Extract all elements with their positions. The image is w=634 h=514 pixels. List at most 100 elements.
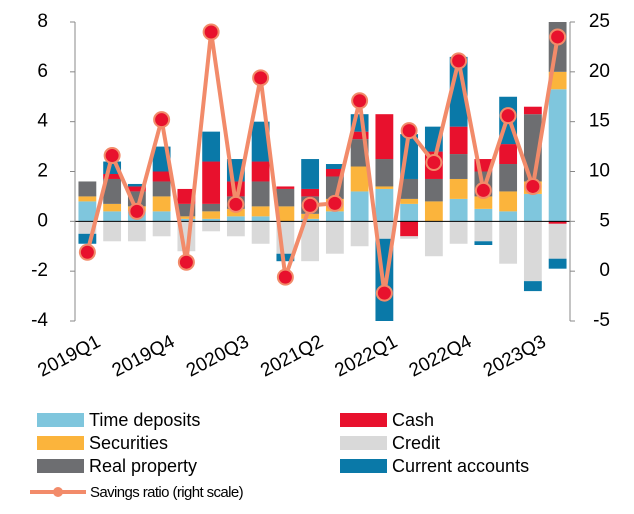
savings-marker [78,243,96,261]
bar-segment [276,253,295,262]
bar-segment [499,164,518,192]
savings-marker [153,111,171,129]
savings-marker [351,92,369,110]
legend-label: Current accounts [392,456,529,476]
savings-marker [499,107,517,125]
bar-segment [350,131,369,140]
bar-segment [103,178,122,204]
legend-label: Securities [89,433,168,453]
savings-marker [276,268,294,286]
bar-segment [424,221,443,257]
bar-segment [375,114,394,160]
bar-segment [325,169,344,177]
bar-segment [400,203,419,222]
bar-segment [78,233,97,244]
y-tick-label: 0 [37,210,48,231]
legend-label: Real property [89,456,197,476]
bar-segment [548,71,567,90]
bar-segment [276,206,295,222]
bar-segment [251,216,270,222]
y-tick-label: 2 [37,161,48,182]
bar-segment [548,221,567,224]
legend-swatch [340,413,387,427]
bar-segment [276,186,295,189]
savings-marker [227,195,245,213]
y2-tick-label: 25 [589,11,610,32]
bar-segment [103,203,122,212]
bar-segment [202,211,221,219]
bar-segment [400,221,419,237]
bar-segment [276,188,295,207]
bar-segment [449,221,468,244]
bar-segment [499,144,518,165]
savings-marker [474,181,492,199]
bar-segment [152,211,171,222]
bar-segment [523,221,542,282]
savings-marker [177,253,195,271]
savings-marker [400,122,418,140]
x-tick-label: 2019Q1 [35,331,105,381]
savings-marker [524,177,542,195]
bar-segment [177,188,196,204]
bar-segment [474,208,493,222]
bar-segment [424,201,443,222]
bar-segment [301,159,320,189]
bar-segment [226,216,245,222]
bar-segment [202,221,221,232]
legend-label: Credit [392,433,440,453]
bar-segment [499,211,518,222]
bar-segment [177,216,196,219]
bar-segment [103,173,122,179]
bar-segment [202,218,221,222]
bar-segment [400,198,419,204]
y2-tick-label: 10 [589,161,610,182]
bar-segment [325,164,344,170]
bar-segment [127,221,146,242]
legend-swatch [37,459,84,473]
bar-segment [523,106,542,115]
bar-segment [350,221,369,247]
savings-marker [301,196,319,214]
bar-segment [548,223,567,259]
bar-segment [177,218,196,222]
x-tick-label: 2023Q3 [480,331,550,381]
bar-segment [424,178,443,202]
bar-segment [499,191,518,212]
bar-segment [375,221,394,239]
bar-segment [202,203,221,212]
bar-segment [301,221,320,262]
bar-segment [523,193,542,222]
bar-segment [375,159,394,187]
bar-segment [251,121,270,162]
y2-tick-label: 15 [589,111,610,132]
bar-segment [474,196,493,209]
bar-segment [152,196,171,212]
bar-segment [251,181,270,207]
legend-marker [53,487,63,497]
y2-tick-label: 0 [599,260,610,281]
bar-segment [78,201,97,222]
savings-marker [103,147,121,165]
savings-marker [375,284,393,302]
legend-swatch [340,459,387,473]
bar-segment [226,221,245,237]
y-tick-label: 8 [37,11,48,32]
bar-segment [474,221,493,242]
bar-segment [251,161,270,182]
bar-segment [152,171,171,182]
legend-swatch [37,436,84,450]
bar-segment [202,131,221,162]
bar-segment [375,186,394,189]
y-tick-label: 4 [37,111,48,132]
bar-segment [400,178,419,199]
bar-segment [78,196,97,202]
bar-segment [301,213,320,219]
legend-label: Savings ratio (right scale) [90,484,244,501]
bar-segment [375,188,394,222]
x-tick-label: 2022Q4 [406,331,476,381]
bar-segment [325,221,344,254]
bar-segment [548,258,567,269]
savings-marker [326,194,344,212]
savings-marker [128,202,146,220]
x-tick-label: 2022Q1 [332,331,402,381]
